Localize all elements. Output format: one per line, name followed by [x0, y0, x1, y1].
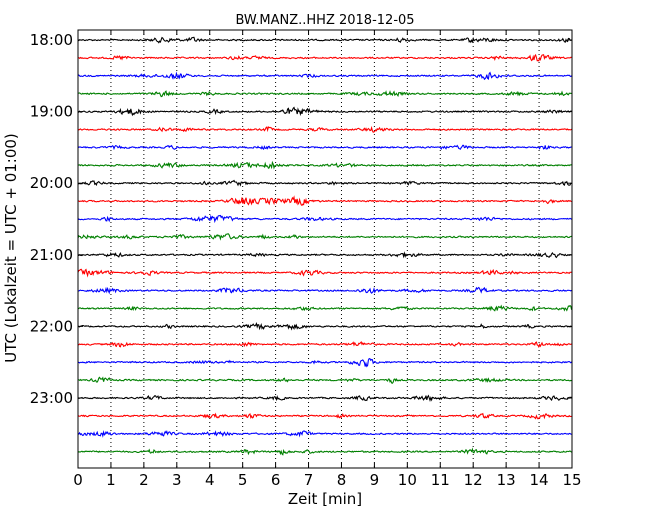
trace-line: [77, 429, 572, 438]
y-tick-label: 21:00: [30, 246, 73, 264]
plot-frame: [77, 29, 573, 469]
x-tick-label: 2: [139, 471, 149, 489]
x-tick-label: 9: [370, 471, 380, 489]
x-tick-label: 4: [205, 471, 215, 489]
x-axis-label: Zeit [min]: [288, 490, 362, 508]
x-tick-label: 0: [73, 471, 83, 489]
trace-line: [77, 90, 572, 98]
y-tick-label: 23:00: [30, 389, 73, 407]
x-tick-label: 13: [497, 471, 516, 489]
y-axis-ticks: 18:00 19:00 20:00 21:00 22:00 23:00: [30, 31, 572, 407]
grid-lines: [110, 30, 540, 468]
trace-line: [77, 125, 572, 133]
y-axis-label: UTC (Lokalzeit = UTC + 01:00): [2, 133, 20, 363]
trace-line: [77, 214, 572, 224]
x-tick-label: 7: [304, 471, 314, 489]
trace-line: [77, 321, 572, 331]
trace-line: [77, 106, 572, 117]
trace-line: [77, 144, 572, 151]
x-tick-label: 8: [337, 471, 347, 489]
seismic-traces: [77, 36, 573, 456]
trace-line: [77, 394, 572, 403]
x-tick-label: 1: [106, 471, 116, 489]
x-tick-label: 14: [530, 471, 549, 489]
x-tick-label: 10: [398, 471, 417, 489]
x-tick-label: 6: [271, 471, 281, 489]
trace-line: [77, 71, 572, 81]
x-tick-label: 5: [238, 471, 248, 489]
trace-line: [77, 160, 572, 170]
trace-line: [77, 412, 572, 420]
x-tick-label: 3: [172, 471, 182, 489]
trace-line: [77, 447, 572, 456]
trace-line: [77, 251, 572, 259]
trace-line: [77, 341, 572, 349]
x-axis-ticks: 0 1 2 3 4 5 6 7 8 9 10 11 12 13 14 15: [73, 30, 582, 489]
x-tick-label: 11: [431, 471, 450, 489]
chart-title: BW.MANZ..HHZ 2018-12-05: [235, 13, 414, 28]
x-tick-label: 12: [464, 471, 483, 489]
trace-line: [77, 304, 573, 312]
trace-line: [77, 376, 572, 384]
trace-line: [77, 286, 572, 295]
trace-line: [77, 179, 572, 187]
y-tick-label: 19:00: [30, 103, 73, 121]
y-tick-label: 22:00: [30, 317, 73, 335]
trace-line: [77, 195, 572, 207]
trace-line: [77, 36, 572, 44]
y-tick-label: 18:00: [30, 31, 73, 49]
trace-line: [77, 53, 572, 62]
trace-line: [77, 357, 573, 368]
trace-line: [77, 233, 572, 241]
x-tick-label: 15: [562, 471, 581, 489]
y-tick-label: 20:00: [30, 174, 73, 192]
trace-line: [77, 268, 572, 278]
